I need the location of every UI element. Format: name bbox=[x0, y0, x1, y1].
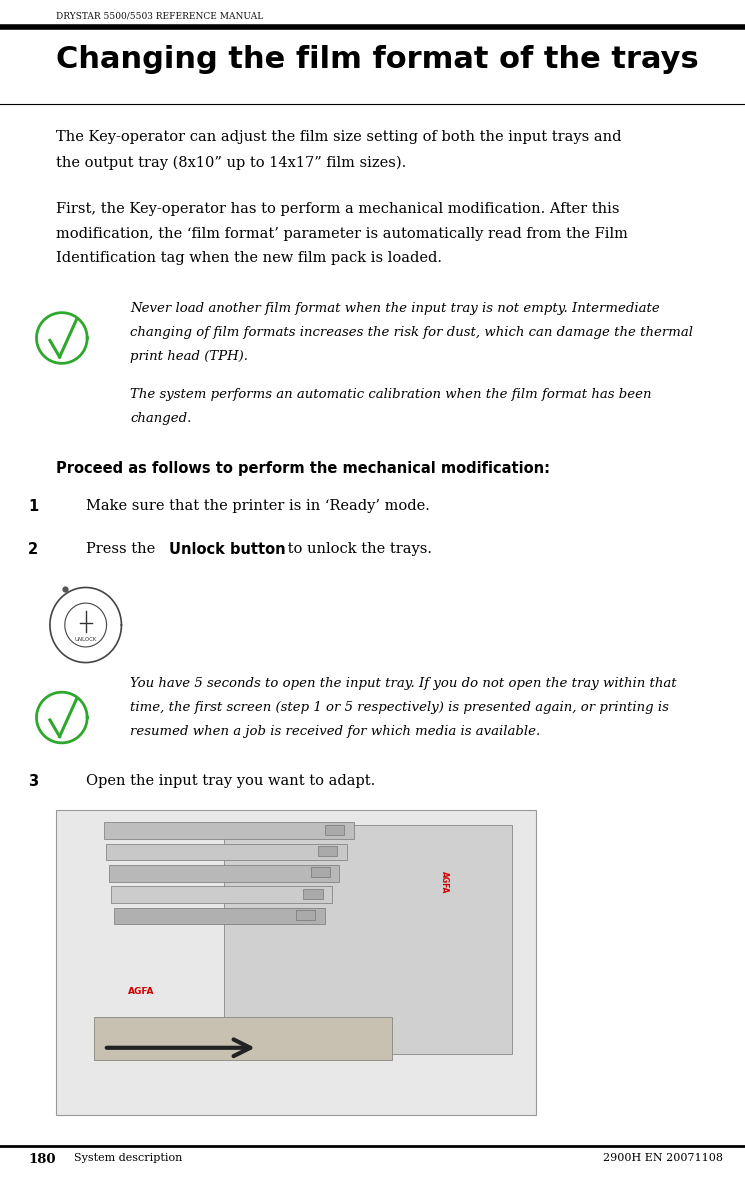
Text: 2900H EN 20071108: 2900H EN 20071108 bbox=[603, 1153, 723, 1162]
Text: AGFA: AGFA bbox=[440, 871, 449, 893]
Text: UNLOCK: UNLOCK bbox=[74, 637, 97, 642]
FancyBboxPatch shape bbox=[325, 824, 344, 835]
FancyBboxPatch shape bbox=[56, 810, 536, 1115]
Text: Changing the film format of the trays: Changing the film format of the trays bbox=[56, 45, 699, 74]
Text: 3: 3 bbox=[28, 774, 39, 790]
FancyBboxPatch shape bbox=[318, 846, 337, 856]
FancyBboxPatch shape bbox=[95, 1018, 392, 1060]
FancyBboxPatch shape bbox=[111, 886, 332, 903]
Text: Unlock button: Unlock button bbox=[169, 542, 285, 557]
Text: DRYSTAR 5500/5503 REFERENCE MANUAL: DRYSTAR 5500/5503 REFERENCE MANUAL bbox=[56, 12, 263, 21]
Text: You have 5 seconds to open the input tray. If you do not open the tray within th: You have 5 seconds to open the input tra… bbox=[130, 677, 677, 690]
Text: print head (TPH).: print head (TPH). bbox=[130, 350, 248, 363]
Text: resumed when a job is received for which media is available.: resumed when a job is received for which… bbox=[130, 725, 541, 738]
Text: First, the Key-operator has to perform a mechanical modification. After this: First, the Key-operator has to perform a… bbox=[56, 202, 619, 216]
Text: System description: System description bbox=[74, 1153, 183, 1162]
FancyBboxPatch shape bbox=[311, 867, 330, 878]
Text: Open the input tray you want to adapt.: Open the input tray you want to adapt. bbox=[86, 774, 375, 789]
Text: Press the: Press the bbox=[86, 542, 159, 556]
Text: The system performs an automatic calibration when the film format has been: The system performs an automatic calibra… bbox=[130, 388, 652, 401]
FancyBboxPatch shape bbox=[109, 865, 340, 881]
Text: Make sure that the printer is in ‘Ready’ mode.: Make sure that the printer is in ‘Ready’… bbox=[86, 499, 430, 514]
Text: 1: 1 bbox=[28, 499, 39, 515]
Text: 2: 2 bbox=[28, 542, 39, 557]
Text: AGFA: AGFA bbox=[128, 987, 154, 996]
Text: time, the first screen (step 1 or 5 respectively) is presented again, or printin: time, the first screen (step 1 or 5 resp… bbox=[130, 701, 669, 714]
Text: Never load another film format when the input tray is not empty. Intermediate: Never load another film format when the … bbox=[130, 302, 660, 315]
Text: modification, the ‘film format’ parameter is automatically read from the Film: modification, the ‘film format’ paramete… bbox=[56, 227, 628, 241]
FancyBboxPatch shape bbox=[113, 907, 325, 924]
FancyBboxPatch shape bbox=[224, 825, 513, 1054]
Text: changed.: changed. bbox=[130, 412, 191, 425]
Text: Identification tag when the new film pack is loaded.: Identification tag when the new film pac… bbox=[56, 251, 442, 266]
Text: Proceed as follows to perform the mechanical modification:: Proceed as follows to perform the mechan… bbox=[56, 461, 550, 477]
FancyBboxPatch shape bbox=[104, 822, 354, 839]
Text: The Key-operator can adjust the film size setting of both the input trays and: The Key-operator can adjust the film siz… bbox=[56, 130, 621, 145]
Text: changing of film formats increases the risk for dust, which can damage the therm: changing of film formats increases the r… bbox=[130, 326, 694, 339]
FancyBboxPatch shape bbox=[107, 843, 346, 860]
FancyBboxPatch shape bbox=[296, 910, 315, 920]
FancyBboxPatch shape bbox=[303, 888, 323, 899]
Text: to unlock the trays.: to unlock the trays. bbox=[282, 542, 431, 556]
Text: the output tray (8x10” up to 14x17” film sizes).: the output tray (8x10” up to 14x17” film… bbox=[56, 155, 406, 170]
Text: 180: 180 bbox=[28, 1153, 56, 1166]
